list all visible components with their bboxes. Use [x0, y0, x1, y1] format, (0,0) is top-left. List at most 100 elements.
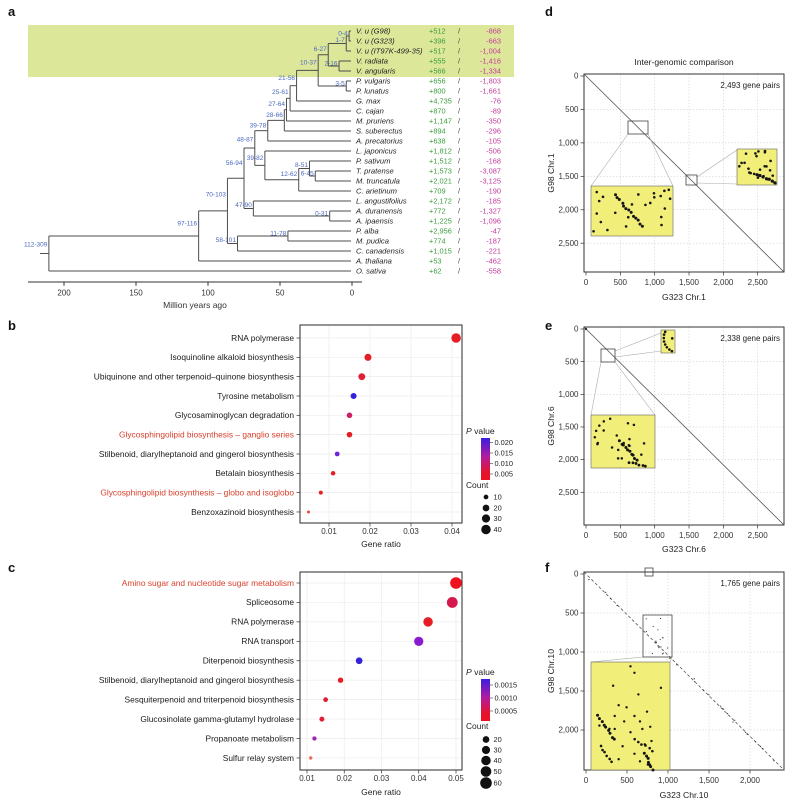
gain-loss-separator: / — [458, 207, 461, 216]
plot-shape — [652, 625, 654, 628]
synteny-dot — [645, 710, 649, 713]
synteny-dot — [662, 340, 666, 343]
synteny-dot — [597, 199, 601, 203]
synteny-dot — [600, 720, 604, 724]
plot-shape — [662, 652, 664, 654]
synteny-dot — [608, 417, 612, 420]
y-axis-tick: 1,000 — [558, 138, 579, 147]
synteny-dot — [768, 168, 772, 172]
gene-gain-value: +709 — [429, 187, 446, 196]
gene-loss-value: -462 — [486, 257, 501, 266]
synteny-dot — [663, 330, 667, 334]
synteny-dot — [636, 218, 640, 222]
synteny-plot-chr1: Inter-genomic comparison 2,493 gene pairs… — [546, 57, 785, 302]
plot-shape — [694, 681, 696, 683]
pathway-label: Tyrosine metabolism — [217, 391, 294, 401]
gene-loss-value: -187 — [486, 237, 501, 246]
y-axis-tick: 500 — [565, 357, 579, 366]
synteny-dot — [744, 152, 748, 155]
synteny-dot — [626, 215, 630, 219]
pvalue-tick-label: 0.0015 — [495, 681, 518, 690]
synteny-dot — [621, 201, 625, 205]
gain-loss-separator: / — [458, 27, 461, 36]
gene-loss-value: -221 — [486, 247, 501, 256]
plot-shape — [721, 707, 723, 710]
plot-shape — [605, 591, 607, 593]
gene-loss-value: -168 — [486, 157, 501, 166]
synteny-dot — [606, 228, 609, 232]
synteny-dot — [651, 768, 655, 772]
gene-gain-value: +638 — [429, 137, 446, 146]
pathway-label: RNA transport — [241, 636, 294, 646]
y-axis-title: G98 Chr.1 — [546, 153, 556, 192]
pathway-label: Betalain biosynthesis — [215, 468, 294, 478]
gene-pairs-annotation: 2,493 gene pairs — [720, 81, 780, 90]
synteny-dot — [640, 743, 643, 746]
gene-ratio-tick: 0.04 — [444, 527, 460, 536]
gene-gain-value: +772 — [429, 207, 446, 216]
synteny-dot — [644, 203, 647, 207]
synteny-dot — [633, 714, 636, 718]
gain-loss-separator: / — [458, 67, 461, 76]
zoom-inset — [590, 414, 656, 469]
gene-gain-value: +870 — [429, 107, 446, 116]
species-label: P. vulgaris — [356, 77, 391, 86]
synteny-dot — [625, 706, 628, 709]
divergence-time-label: 10-37 — [300, 60, 317, 67]
species-label: T. pratense — [356, 167, 394, 176]
pvalue-gradient-bar — [481, 438, 490, 480]
plot-shape — [657, 629, 659, 631]
gain-loss-separator: / — [458, 247, 461, 256]
enrichment-dot — [330, 471, 336, 476]
synteny-dot — [633, 752, 636, 755]
gain-loss-separator: / — [458, 197, 461, 206]
pvalue-legend-title: P value — [466, 667, 495, 677]
synteny-dot — [598, 724, 601, 727]
divergence-time-label: 21-56 — [278, 75, 295, 82]
pathway-label: Ubiquinone and other terpenoid–quinone b… — [94, 371, 294, 381]
gain-loss-separator: / — [458, 47, 461, 56]
synteny-dot — [633, 737, 636, 741]
synteny-dot — [613, 727, 616, 731]
synteny-plot-chr6: 2,338 gene pairs 0 0 500 500 1,000 1,000 1,500 1… — [546, 325, 785, 554]
plot-shape — [746, 733, 748, 735]
count-legend-title: Count — [466, 721, 489, 731]
synteny-dot — [638, 222, 642, 226]
plot-line — [614, 361, 656, 416]
pathway-label: Spliceosome — [246, 597, 294, 607]
synteny-dot — [764, 177, 769, 181]
plot-shape — [299, 324, 463, 524]
divergence-time-label: 0-31 — [315, 211, 328, 218]
species-label: A. precatorius — [355, 137, 403, 146]
gene-loss-value: -1,661 — [480, 87, 501, 96]
plot-line — [614, 332, 662, 352]
synteny-dot — [670, 349, 674, 353]
synteny-dot — [598, 424, 601, 427]
species-label: A. thaliana — [355, 257, 392, 266]
synteny-dot — [602, 429, 605, 432]
synteny-dot — [630, 203, 634, 206]
plot-shape — [762, 747, 764, 750]
species-label: L. japonicus — [356, 147, 397, 156]
gene-gain-value: +1,147 — [429, 117, 452, 126]
synteny-dot — [617, 439, 621, 443]
zoom-region-box — [627, 120, 649, 135]
plot-shape — [759, 745, 762, 747]
enrichment-dot — [312, 736, 317, 741]
synteny-dot — [594, 429, 598, 433]
gain-loss-separator: / — [458, 37, 461, 46]
pathway-label: Stilbenoid, diarylheptanoid and gingerol… — [99, 449, 294, 459]
synteny-dot — [659, 194, 662, 198]
zoom-inset — [590, 185, 674, 237]
synteny-dot — [608, 731, 612, 735]
gene-loss-value: -1,416 — [480, 57, 501, 66]
synteny-dot — [617, 704, 620, 707]
synteny-dot — [640, 224, 644, 228]
divergence-time-label: 11-78 — [270, 231, 287, 238]
enrichment-dot — [337, 677, 344, 683]
x-axis-tick: 1,500 — [679, 531, 700, 540]
gene-gain-value: +396 — [429, 37, 446, 46]
plot-shape — [583, 73, 785, 273]
gene-loss-value: -868 — [486, 27, 501, 36]
x-axis-tick: 500 — [614, 531, 628, 540]
